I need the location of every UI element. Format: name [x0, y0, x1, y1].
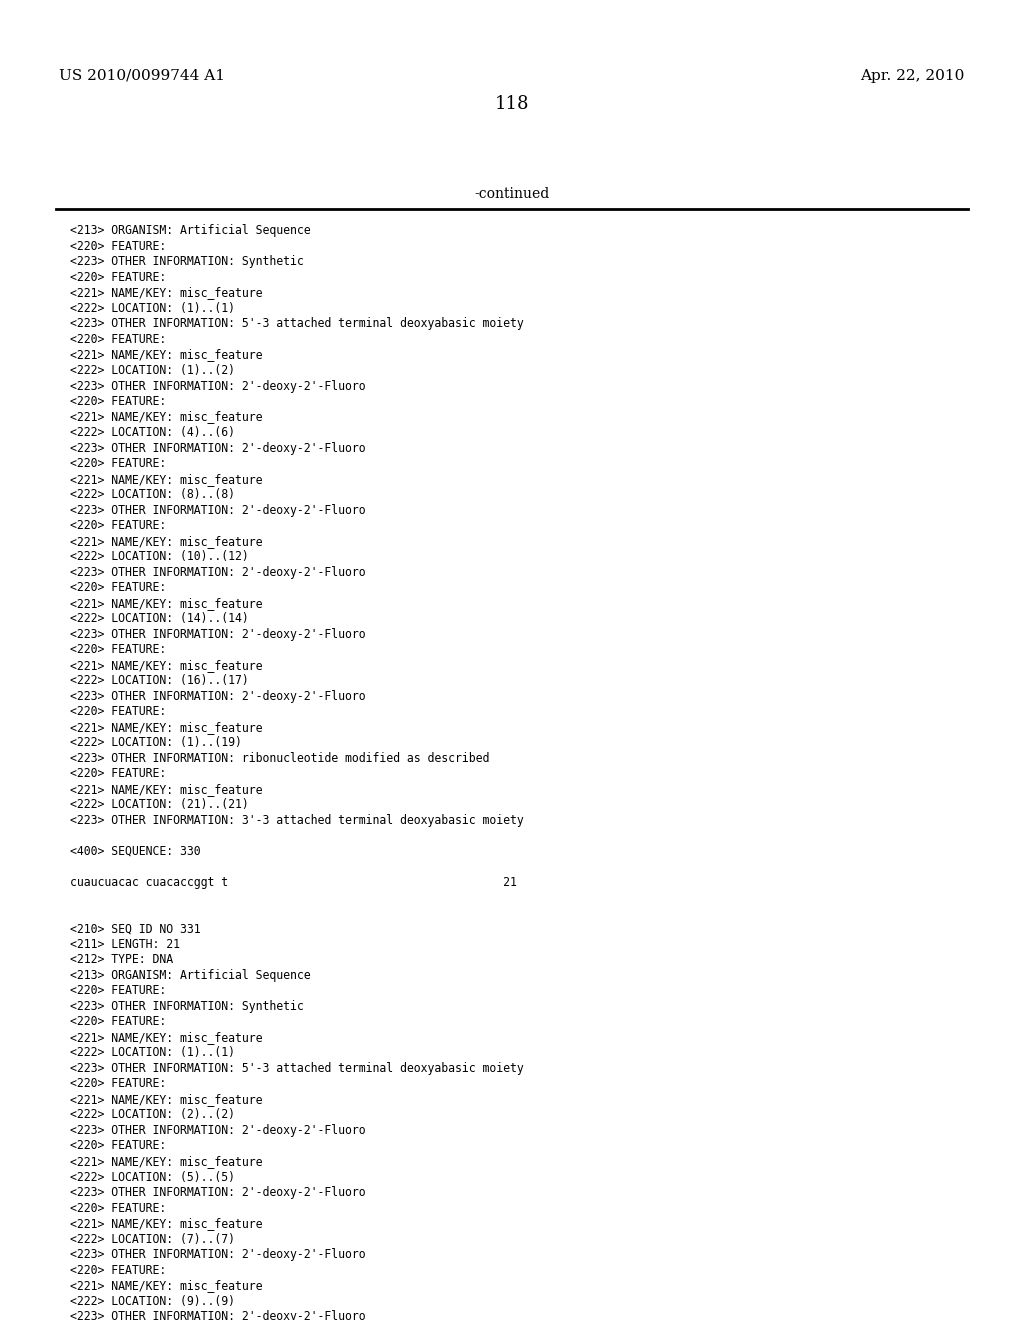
- Text: <222> LOCATION: (14)..(14): <222> LOCATION: (14)..(14): [70, 612, 249, 626]
- Text: <222> LOCATION: (16)..(17): <222> LOCATION: (16)..(17): [70, 675, 249, 688]
- Text: <222> LOCATION: (9)..(9): <222> LOCATION: (9)..(9): [70, 1295, 234, 1308]
- Text: <220> FEATURE:: <220> FEATURE:: [70, 333, 166, 346]
- Text: <210> SEQ ID NO 331: <210> SEQ ID NO 331: [70, 923, 201, 936]
- Text: <223> OTHER INFORMATION: 3'-3 attached terminal deoxyabasic moiety: <223> OTHER INFORMATION: 3'-3 attached t…: [70, 813, 523, 826]
- Text: <220> FEATURE:: <220> FEATURE:: [70, 985, 166, 998]
- Text: <222> LOCATION: (2)..(2): <222> LOCATION: (2)..(2): [70, 1109, 234, 1122]
- Text: <220> FEATURE:: <220> FEATURE:: [70, 643, 166, 656]
- Text: <221> NAME/KEY: misc_feature: <221> NAME/KEY: misc_feature: [70, 1031, 262, 1044]
- Text: <213> ORGANISM: Artificial Sequence: <213> ORGANISM: Artificial Sequence: [70, 224, 310, 238]
- Text: <221> NAME/KEY: misc_feature: <221> NAME/KEY: misc_feature: [70, 411, 262, 424]
- Text: <221> NAME/KEY: misc_feature: <221> NAME/KEY: misc_feature: [70, 1155, 262, 1168]
- Text: <221> NAME/KEY: misc_feature: <221> NAME/KEY: misc_feature: [70, 659, 262, 672]
- Text: cuaucuacac cuacaccggt t                                        21: cuaucuacac cuacaccggt t 21: [70, 876, 516, 888]
- Text: <220> FEATURE:: <220> FEATURE:: [70, 240, 166, 253]
- Text: US 2010/0099744 A1: US 2010/0099744 A1: [59, 69, 225, 83]
- Text: <220> FEATURE:: <220> FEATURE:: [70, 457, 166, 470]
- Text: <213> ORGANISM: Artificial Sequence: <213> ORGANISM: Artificial Sequence: [70, 969, 310, 982]
- Text: <220> FEATURE:: <220> FEATURE:: [70, 519, 166, 532]
- Text: <220> FEATURE:: <220> FEATURE:: [70, 1015, 166, 1028]
- Text: <223> OTHER INFORMATION: 2'-deoxy-2'-Fluoro: <223> OTHER INFORMATION: 2'-deoxy-2'-Flu…: [70, 441, 366, 454]
- Text: <221> NAME/KEY: misc_feature: <221> NAME/KEY: misc_feature: [70, 1217, 262, 1230]
- Text: <223> OTHER INFORMATION: Synthetic: <223> OTHER INFORMATION: Synthetic: [70, 256, 303, 268]
- Text: <220> FEATURE:: <220> FEATURE:: [70, 581, 166, 594]
- Text: <220> FEATURE:: <220> FEATURE:: [70, 767, 166, 780]
- Text: <221> NAME/KEY: misc_feature: <221> NAME/KEY: misc_feature: [70, 286, 262, 300]
- Text: 118: 118: [495, 95, 529, 114]
- Text: <223> OTHER INFORMATION: 2'-deoxy-2'-Fluoro: <223> OTHER INFORMATION: 2'-deoxy-2'-Flu…: [70, 504, 366, 516]
- Text: <221> NAME/KEY: misc_feature: <221> NAME/KEY: misc_feature: [70, 1279, 262, 1292]
- Text: <223> OTHER INFORMATION: 2'-deoxy-2'-Fluoro: <223> OTHER INFORMATION: 2'-deoxy-2'-Flu…: [70, 380, 366, 392]
- Text: <220> FEATURE:: <220> FEATURE:: [70, 1139, 166, 1152]
- Text: <221> NAME/KEY: misc_feature: <221> NAME/KEY: misc_feature: [70, 348, 262, 362]
- Text: <220> FEATURE:: <220> FEATURE:: [70, 1077, 166, 1090]
- Text: <222> LOCATION: (1)..(1): <222> LOCATION: (1)..(1): [70, 1047, 234, 1060]
- Text: <222> LOCATION: (10)..(12): <222> LOCATION: (10)..(12): [70, 550, 249, 564]
- Text: <223> OTHER INFORMATION: 2'-deoxy-2'-Fluoro: <223> OTHER INFORMATION: 2'-deoxy-2'-Flu…: [70, 689, 366, 702]
- Text: <223> OTHER INFORMATION: ribonucleotide modified as described: <223> OTHER INFORMATION: ribonucleotide …: [70, 752, 489, 764]
- Text: <211> LENGTH: 21: <211> LENGTH: 21: [70, 937, 179, 950]
- Text: <223> OTHER INFORMATION: Synthetic: <223> OTHER INFORMATION: Synthetic: [70, 1001, 303, 1012]
- Text: <223> OTHER INFORMATION: 5'-3 attached terminal deoxyabasic moiety: <223> OTHER INFORMATION: 5'-3 attached t…: [70, 318, 523, 330]
- Text: <223> OTHER INFORMATION: 2'-deoxy-2'-Fluoro: <223> OTHER INFORMATION: 2'-deoxy-2'-Flu…: [70, 1249, 366, 1261]
- Text: <223> OTHER INFORMATION: 2'-deoxy-2'-Fluoro: <223> OTHER INFORMATION: 2'-deoxy-2'-Flu…: [70, 628, 366, 640]
- Text: <221> NAME/KEY: misc_feature: <221> NAME/KEY: misc_feature: [70, 783, 262, 796]
- Text: <221> NAME/KEY: misc_feature: <221> NAME/KEY: misc_feature: [70, 1093, 262, 1106]
- Text: Apr. 22, 2010: Apr. 22, 2010: [860, 69, 965, 83]
- Text: -continued: -continued: [474, 187, 550, 202]
- Text: <400> SEQUENCE: 330: <400> SEQUENCE: 330: [70, 845, 201, 858]
- Text: <223> OTHER INFORMATION: 2'-deoxy-2'-Fluoro: <223> OTHER INFORMATION: 2'-deoxy-2'-Flu…: [70, 1309, 366, 1320]
- Text: <222> LOCATION: (1)..(1): <222> LOCATION: (1)..(1): [70, 302, 234, 315]
- Text: <222> LOCATION: (8)..(8): <222> LOCATION: (8)..(8): [70, 488, 234, 502]
- Text: <221> NAME/KEY: misc_feature: <221> NAME/KEY: misc_feature: [70, 535, 262, 548]
- Text: <221> NAME/KEY: misc_feature: <221> NAME/KEY: misc_feature: [70, 721, 262, 734]
- Text: <223> OTHER INFORMATION: 2'-deoxy-2'-Fluoro: <223> OTHER INFORMATION: 2'-deoxy-2'-Flu…: [70, 566, 366, 578]
- Text: <223> OTHER INFORMATION: 2'-deoxy-2'-Fluoro: <223> OTHER INFORMATION: 2'-deoxy-2'-Flu…: [70, 1125, 366, 1137]
- Text: <220> FEATURE:: <220> FEATURE:: [70, 705, 166, 718]
- Text: <220> FEATURE:: <220> FEATURE:: [70, 271, 166, 284]
- Text: <223> OTHER INFORMATION: 2'-deoxy-2'-Fluoro: <223> OTHER INFORMATION: 2'-deoxy-2'-Flu…: [70, 1187, 366, 1199]
- Text: <222> LOCATION: (1)..(2): <222> LOCATION: (1)..(2): [70, 364, 234, 378]
- Text: <221> NAME/KEY: misc_feature: <221> NAME/KEY: misc_feature: [70, 473, 262, 486]
- Text: <220> FEATURE:: <220> FEATURE:: [70, 1201, 166, 1214]
- Text: <222> LOCATION: (5)..(5): <222> LOCATION: (5)..(5): [70, 1171, 234, 1184]
- Text: <222> LOCATION: (7)..(7): <222> LOCATION: (7)..(7): [70, 1233, 234, 1246]
- Text: <220> FEATURE:: <220> FEATURE:: [70, 1263, 166, 1276]
- Text: <223> OTHER INFORMATION: 5'-3 attached terminal deoxyabasic moiety: <223> OTHER INFORMATION: 5'-3 attached t…: [70, 1061, 523, 1074]
- Text: <222> LOCATION: (4)..(6): <222> LOCATION: (4)..(6): [70, 426, 234, 440]
- Text: <222> LOCATION: (21)..(21): <222> LOCATION: (21)..(21): [70, 799, 249, 812]
- Text: <222> LOCATION: (1)..(19): <222> LOCATION: (1)..(19): [70, 737, 242, 750]
- Text: <212> TYPE: DNA: <212> TYPE: DNA: [70, 953, 173, 966]
- Text: <220> FEATURE:: <220> FEATURE:: [70, 395, 166, 408]
- Text: <221> NAME/KEY: misc_feature: <221> NAME/KEY: misc_feature: [70, 597, 262, 610]
